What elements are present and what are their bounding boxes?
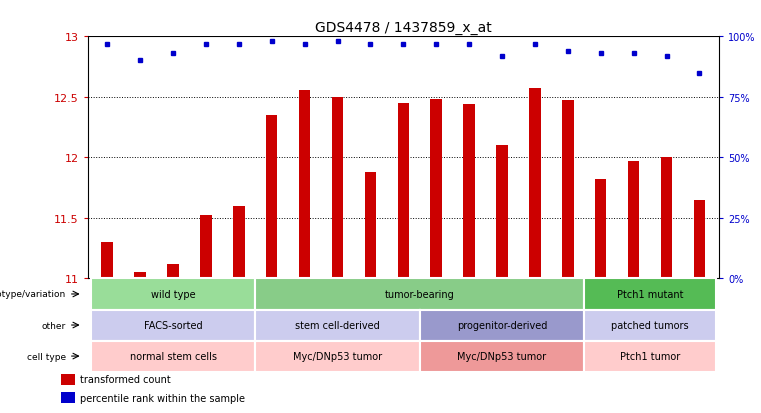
Bar bbox=[562, 101, 574, 279]
Bar bbox=[693, 200, 705, 279]
Text: wild type: wild type bbox=[151, 289, 196, 299]
Text: tumor-bearing: tumor-bearing bbox=[385, 289, 454, 299]
Bar bbox=[233, 206, 244, 279]
Bar bbox=[463, 105, 475, 279]
Text: progenitor-derived: progenitor-derived bbox=[457, 320, 547, 330]
Text: stem cell-derived: stem cell-derived bbox=[295, 320, 380, 330]
Text: Myc/DNp53 tumor: Myc/DNp53 tumor bbox=[293, 351, 382, 361]
Text: Ptch1 tumor: Ptch1 tumor bbox=[620, 351, 680, 361]
Bar bbox=[661, 158, 672, 279]
Bar bbox=[595, 180, 607, 279]
Bar bbox=[431, 100, 442, 279]
Text: FACS-sorted: FACS-sorted bbox=[144, 320, 202, 330]
Bar bbox=[397, 104, 409, 279]
Bar bbox=[496, 146, 508, 279]
Bar bbox=[266, 116, 278, 279]
Text: Myc/DNp53 tumor: Myc/DNp53 tumor bbox=[457, 351, 546, 361]
Bar bbox=[299, 90, 310, 279]
Bar bbox=[167, 264, 179, 279]
Bar bbox=[332, 97, 343, 279]
Text: genotype/variation: genotype/variation bbox=[0, 290, 66, 299]
Bar bbox=[200, 216, 212, 279]
Bar bbox=[365, 173, 376, 279]
Text: normal stem cells: normal stem cells bbox=[129, 351, 217, 361]
Bar bbox=[628, 161, 639, 279]
Text: cell type: cell type bbox=[27, 352, 66, 361]
Title: GDS4478 / 1437859_x_at: GDS4478 / 1437859_x_at bbox=[315, 21, 492, 35]
Bar bbox=[529, 89, 540, 279]
Bar bbox=[61, 392, 75, 404]
Text: transformed count: transformed count bbox=[80, 375, 170, 385]
Text: Ptch1 mutant: Ptch1 mutant bbox=[617, 289, 683, 299]
Text: patched tumors: patched tumors bbox=[611, 320, 689, 330]
Bar bbox=[135, 273, 146, 279]
Text: other: other bbox=[42, 321, 66, 330]
Bar bbox=[61, 374, 75, 385]
Text: percentile rank within the sample: percentile rank within the sample bbox=[80, 393, 245, 403]
Bar bbox=[101, 242, 113, 279]
